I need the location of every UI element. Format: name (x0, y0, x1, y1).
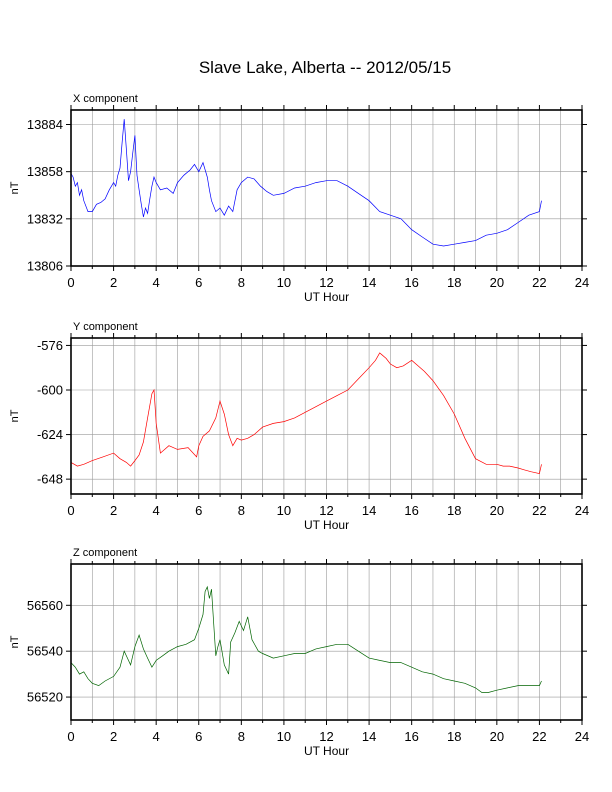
panel-title: X component (73, 93, 138, 105)
x-tick-label: 22 (532, 275, 546, 290)
panel-title: Y component (73, 321, 138, 333)
x-tick-label: 0 (67, 503, 74, 518)
page-title: Slave Lake, Alberta -- 2012/05/15 (198, 58, 452, 77)
series-line (70, 119, 542, 247)
x-tick-label: 8 (238, 729, 245, 744)
x-tick-label: 16 (404, 275, 418, 290)
y-tick-label: -600 (37, 383, 63, 398)
x-tick-label: 14 (362, 729, 376, 744)
x-tick-label: 6 (195, 275, 202, 290)
y-tick-label: 13884 (27, 117, 63, 132)
x-tick-label: 14 (362, 275, 376, 290)
x-tick-label: 4 (153, 275, 160, 290)
x-tick-label: 16 (404, 503, 418, 518)
x-tick-label: 20 (490, 503, 504, 518)
y-tick-label: -648 (37, 472, 63, 487)
x-tick-label: 0 (67, 275, 74, 290)
y-tick-label: -576 (37, 338, 63, 353)
x-tick-label: 14 (362, 503, 376, 518)
x-tick-label: 24 (575, 275, 589, 290)
x-tick-label: 16 (404, 729, 418, 744)
series-line (70, 585, 542, 693)
x-tick-label: 12 (319, 275, 333, 290)
x-tick-label: 2 (110, 729, 117, 744)
x-tick-label: 10 (277, 503, 291, 518)
y-tick-label: 13832 (27, 211, 63, 226)
y-axis-label: nT (9, 635, 21, 648)
x-tick-label: 24 (575, 503, 589, 518)
y-axis-label: nT (9, 409, 21, 422)
x-axis-label: UT Hour (304, 744, 349, 758)
x-tick-label: 8 (238, 503, 245, 518)
x-tick-label: 8 (238, 275, 245, 290)
x-axis-label: UT Hour (304, 518, 349, 532)
x-tick-label: 18 (447, 275, 461, 290)
x-tick-label: 10 (277, 275, 291, 290)
x-tick-label: 20 (490, 729, 504, 744)
y-tick-label: 13806 (27, 259, 63, 274)
x-tick-label: 12 (319, 503, 333, 518)
x-tick-label: 24 (575, 729, 589, 744)
x-tick-label: 2 (110, 503, 117, 518)
x-tick-label: 6 (195, 503, 202, 518)
y-tick-label: 56520 (27, 690, 63, 705)
x-tick-label: 2 (110, 275, 117, 290)
x-axis-label: UT Hour (304, 290, 349, 304)
x-tick-label: 0 (67, 729, 74, 744)
y-tick-label: -624 (37, 427, 63, 442)
x-tick-label: 18 (447, 729, 461, 744)
y-tick-label: 56560 (27, 598, 63, 613)
chart-panel-1: 0 2 4 6 8 10 12 14 16 18 20 22 241380613832138581388… (9, 93, 589, 304)
y-tick-label: 56540 (27, 644, 63, 659)
x-tick-label: 10 (277, 729, 291, 744)
x-tick-label: 22 (532, 729, 546, 744)
x-tick-label: 6 (195, 729, 202, 744)
x-tick-label: 12 (319, 729, 333, 744)
x-tick-label: 4 (153, 503, 160, 518)
x-tick-label: 20 (490, 275, 504, 290)
x-tick-label: 18 (447, 503, 461, 518)
x-tick-label: 4 (153, 729, 160, 744)
panel-title: Z component (73, 547, 137, 559)
y-tick-label: 13858 (27, 164, 63, 179)
series-line (70, 352, 542, 475)
y-axis-label: nT (9, 181, 21, 194)
x-tick-label: 22 (532, 503, 546, 518)
